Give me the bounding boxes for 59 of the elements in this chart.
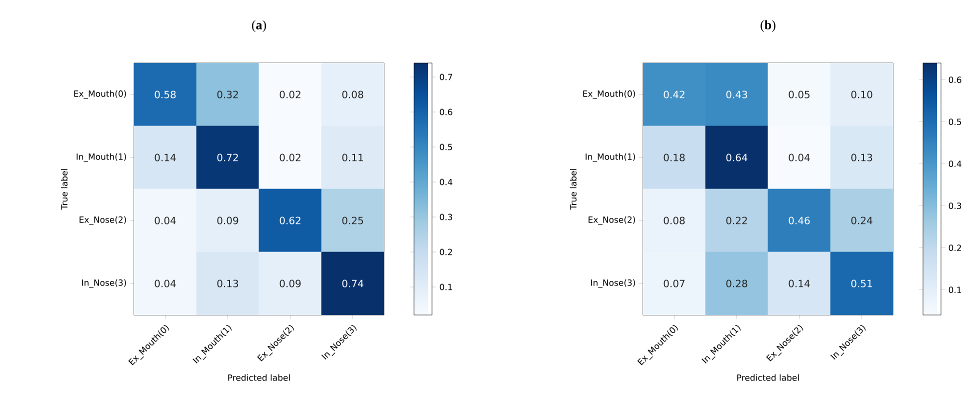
data-label: 0.28	[726, 280, 748, 288]
data-label: 0.11	[342, 154, 363, 162]
color-bar-label: 0.6	[440, 108, 452, 116]
y-tick-label: In_Mouth(1)	[586, 153, 635, 162]
data-label: 0.05	[788, 90, 810, 98]
data-label: 0.08	[342, 90, 364, 98]
data-label: 0.51	[851, 280, 872, 288]
data-label: 0.14	[788, 280, 810, 288]
y-tick-label: Ex_Mouth(0)	[74, 90, 126, 99]
y-tick-label: Ex_Nose(2)	[80, 216, 126, 225]
data-label: 0.04	[788, 154, 810, 162]
chart-title: (a)	[252, 20, 266, 32]
color-bar-label: 0.3	[440, 214, 452, 220]
data-label: 0.02	[280, 154, 300, 162]
color-bar-label: 0.2	[948, 244, 961, 252]
y-tick-label: In_Nose(3)	[82, 279, 126, 288]
chart-title: (b)	[760, 20, 776, 32]
x-axis-title: Predicted label	[228, 374, 290, 381]
color-bar-label: 0.5	[948, 118, 962, 126]
color-bar-label: 0.1	[948, 286, 962, 294]
data-label: 0.13	[217, 280, 238, 288]
data-label: 0.14	[154, 154, 176, 162]
data-label: 0.62	[280, 216, 300, 224]
data-label: 0.43	[726, 90, 748, 98]
data-label: 0.25	[342, 216, 363, 224]
color-bar-label: 0.3	[948, 202, 962, 210]
data-label: 0.18	[664, 154, 685, 162]
color-bar-label: 0.7	[440, 74, 452, 80]
color-bar-label: 0.5	[440, 144, 452, 150]
y-axis-title: True label	[60, 169, 68, 210]
data-label: 0.04	[154, 280, 176, 288]
data-label: 0.07	[664, 280, 685, 288]
color-bar-label: 0.2	[440, 248, 452, 256]
data-label: 0.46	[788, 216, 810, 224]
data-label: 0.04	[154, 216, 176, 224]
data-label: 0.02	[280, 90, 300, 98]
y-tick-label: Ex_Nose(2)	[588, 216, 635, 225]
data-label: 0.58	[154, 90, 176, 98]
y-tick-label: In_Nose(3)	[591, 279, 635, 288]
x-axis-title: Predicted label	[737, 374, 799, 381]
color-bar-label: 0.6	[948, 76, 962, 84]
data-label: 0.74	[342, 280, 364, 288]
y-tick-label: Ex_Mouth(0)	[583, 90, 635, 99]
color-bar-label: 0.1	[440, 284, 452, 290]
color-bar-label: 0.4	[440, 178, 452, 186]
data-label: 0.64	[726, 154, 748, 162]
data-label: 0.08	[664, 216, 685, 224]
data-label: 0.09	[217, 216, 238, 224]
data-label: 0.22	[726, 216, 747, 224]
y-axis-title: True label	[570, 169, 577, 210]
y-tick-label: In_Mouth(1)	[76, 153, 126, 162]
data-label: 0.32	[217, 90, 238, 98]
data-label: 0.09	[280, 280, 301, 288]
data-label: 0.72	[217, 154, 238, 162]
data-label: 0.13	[851, 154, 872, 162]
data-label: 0.10	[851, 90, 872, 98]
data-label: 0.24	[851, 216, 872, 224]
data-label: 0.42	[664, 90, 684, 98]
color-bar-label: 0.4	[948, 160, 962, 168]
